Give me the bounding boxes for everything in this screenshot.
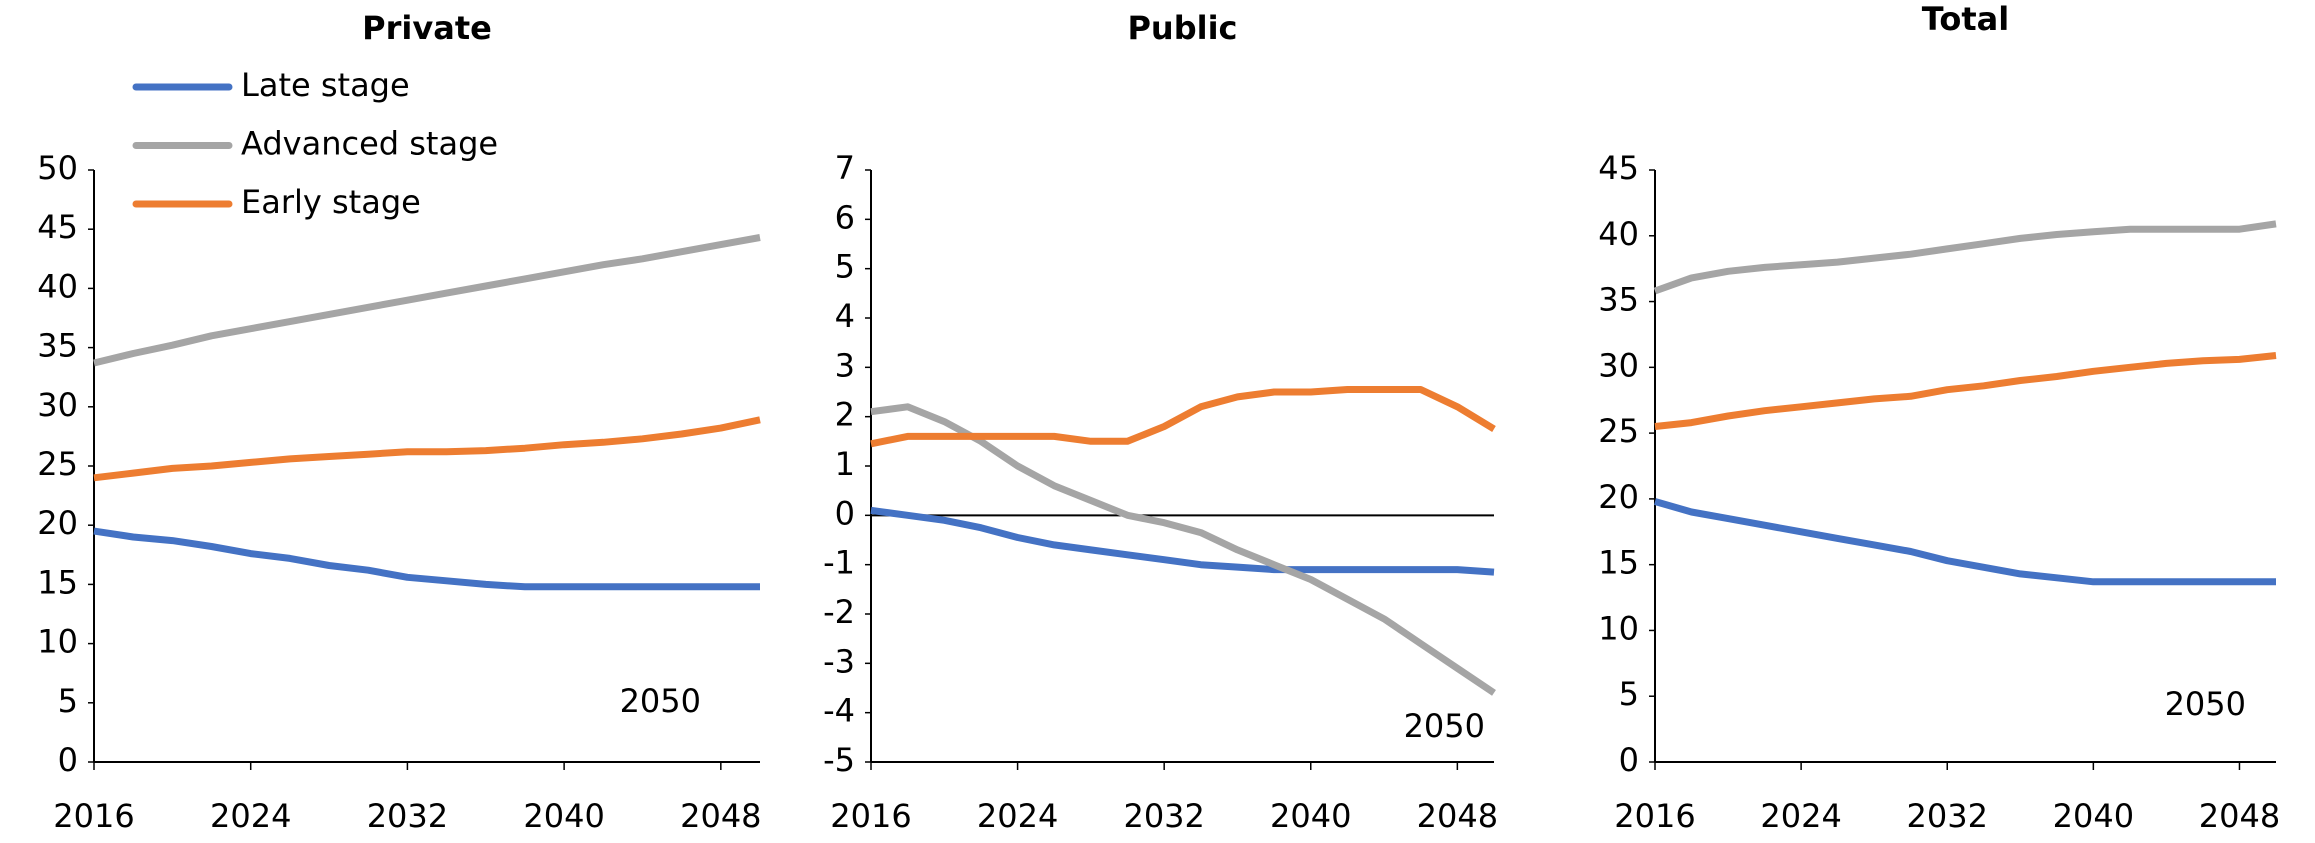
series-line	[1653, 220, 2277, 295]
x-tick-label: 2048	[1417, 797, 1498, 835]
x-tick-label: 2032	[1907, 797, 1988, 835]
y-tick-label: -4	[823, 692, 855, 730]
x-tick-label: 2016	[830, 797, 911, 835]
y-tick-label: 30	[1598, 346, 1639, 384]
chart-title: Public	[1127, 9, 1237, 47]
annotation: 2050	[1404, 707, 1485, 745]
y-tick-label: 6	[835, 198, 855, 236]
y-tick-label: 15	[1598, 544, 1639, 582]
x-tick-label: 2016	[53, 797, 134, 835]
series-line	[870, 403, 1496, 696]
series-line	[93, 234, 761, 367]
x-tick-label: 2016	[1614, 797, 1695, 835]
chart-title: Total	[1922, 0, 2009, 38]
y-tick-label: 35	[37, 327, 78, 365]
y-tick-label: 0	[58, 741, 78, 779]
x-tick-label: 2040	[2053, 797, 2134, 835]
legend-label: Advanced stage	[241, 125, 498, 163]
y-tick-label: -3	[823, 642, 855, 680]
series-line	[870, 506, 1495, 576]
y-tick-label: 0	[835, 494, 855, 532]
y-tick-label: 10	[1598, 609, 1639, 647]
annotation: 2050	[2165, 685, 2246, 723]
x-tick-label: 2024	[210, 797, 291, 835]
series-line	[1654, 352, 2277, 430]
x-tick-label: 2024	[977, 797, 1058, 835]
chart-title: Private	[362, 9, 492, 47]
y-tick-label: 1	[835, 445, 855, 483]
y-tick-label: 25	[1598, 412, 1639, 450]
y-tick-label: 15	[37, 563, 78, 601]
y-tick-label: -2	[823, 593, 855, 631]
y-tick-label: 20	[37, 504, 78, 542]
y-tick-label: 45	[1598, 149, 1639, 187]
y-tick-label: 4	[835, 297, 855, 335]
y-tick-label: 5	[58, 682, 78, 720]
y-tick-label: 3	[835, 346, 855, 384]
y-tick-label: 35	[1598, 281, 1639, 319]
y-tick-label: 5	[1619, 675, 1639, 713]
annotation: 2050	[620, 682, 701, 720]
series-line	[1654, 498, 2276, 586]
y-tick-label: 45	[37, 208, 78, 246]
y-tick-label: 40	[37, 267, 78, 305]
y-tick-label: -1	[823, 544, 855, 582]
y-tick-label: 25	[37, 445, 78, 483]
x-tick-label: 2048	[680, 797, 761, 835]
x-tick-label: 2040	[523, 797, 604, 835]
x-tick-label: 2040	[1270, 797, 1351, 835]
y-tick-label: 30	[37, 386, 78, 424]
legend-label: Early stage	[241, 183, 421, 221]
x-tick-label: 2032	[1123, 797, 1204, 835]
x-tick-label: 2024	[1760, 797, 1841, 835]
y-tick-label: 40	[1598, 215, 1639, 253]
y-tick-label: 10	[37, 623, 78, 661]
x-tick-label: 2048	[2199, 797, 2280, 835]
y-tick-label: 7	[835, 149, 855, 187]
y-tick-label: -5	[823, 741, 855, 779]
legend-label: Late stage	[241, 66, 410, 104]
series-line	[870, 386, 1496, 448]
y-tick-label: 5	[835, 248, 855, 286]
series-line	[93, 416, 761, 482]
series-line	[93, 527, 760, 591]
y-tick-label: 50	[37, 149, 78, 187]
y-tick-label: 0	[1619, 741, 1639, 779]
y-tick-label: 2	[835, 396, 855, 434]
y-tick-label: 20	[1598, 478, 1639, 516]
x-tick-label: 2032	[367, 797, 448, 835]
